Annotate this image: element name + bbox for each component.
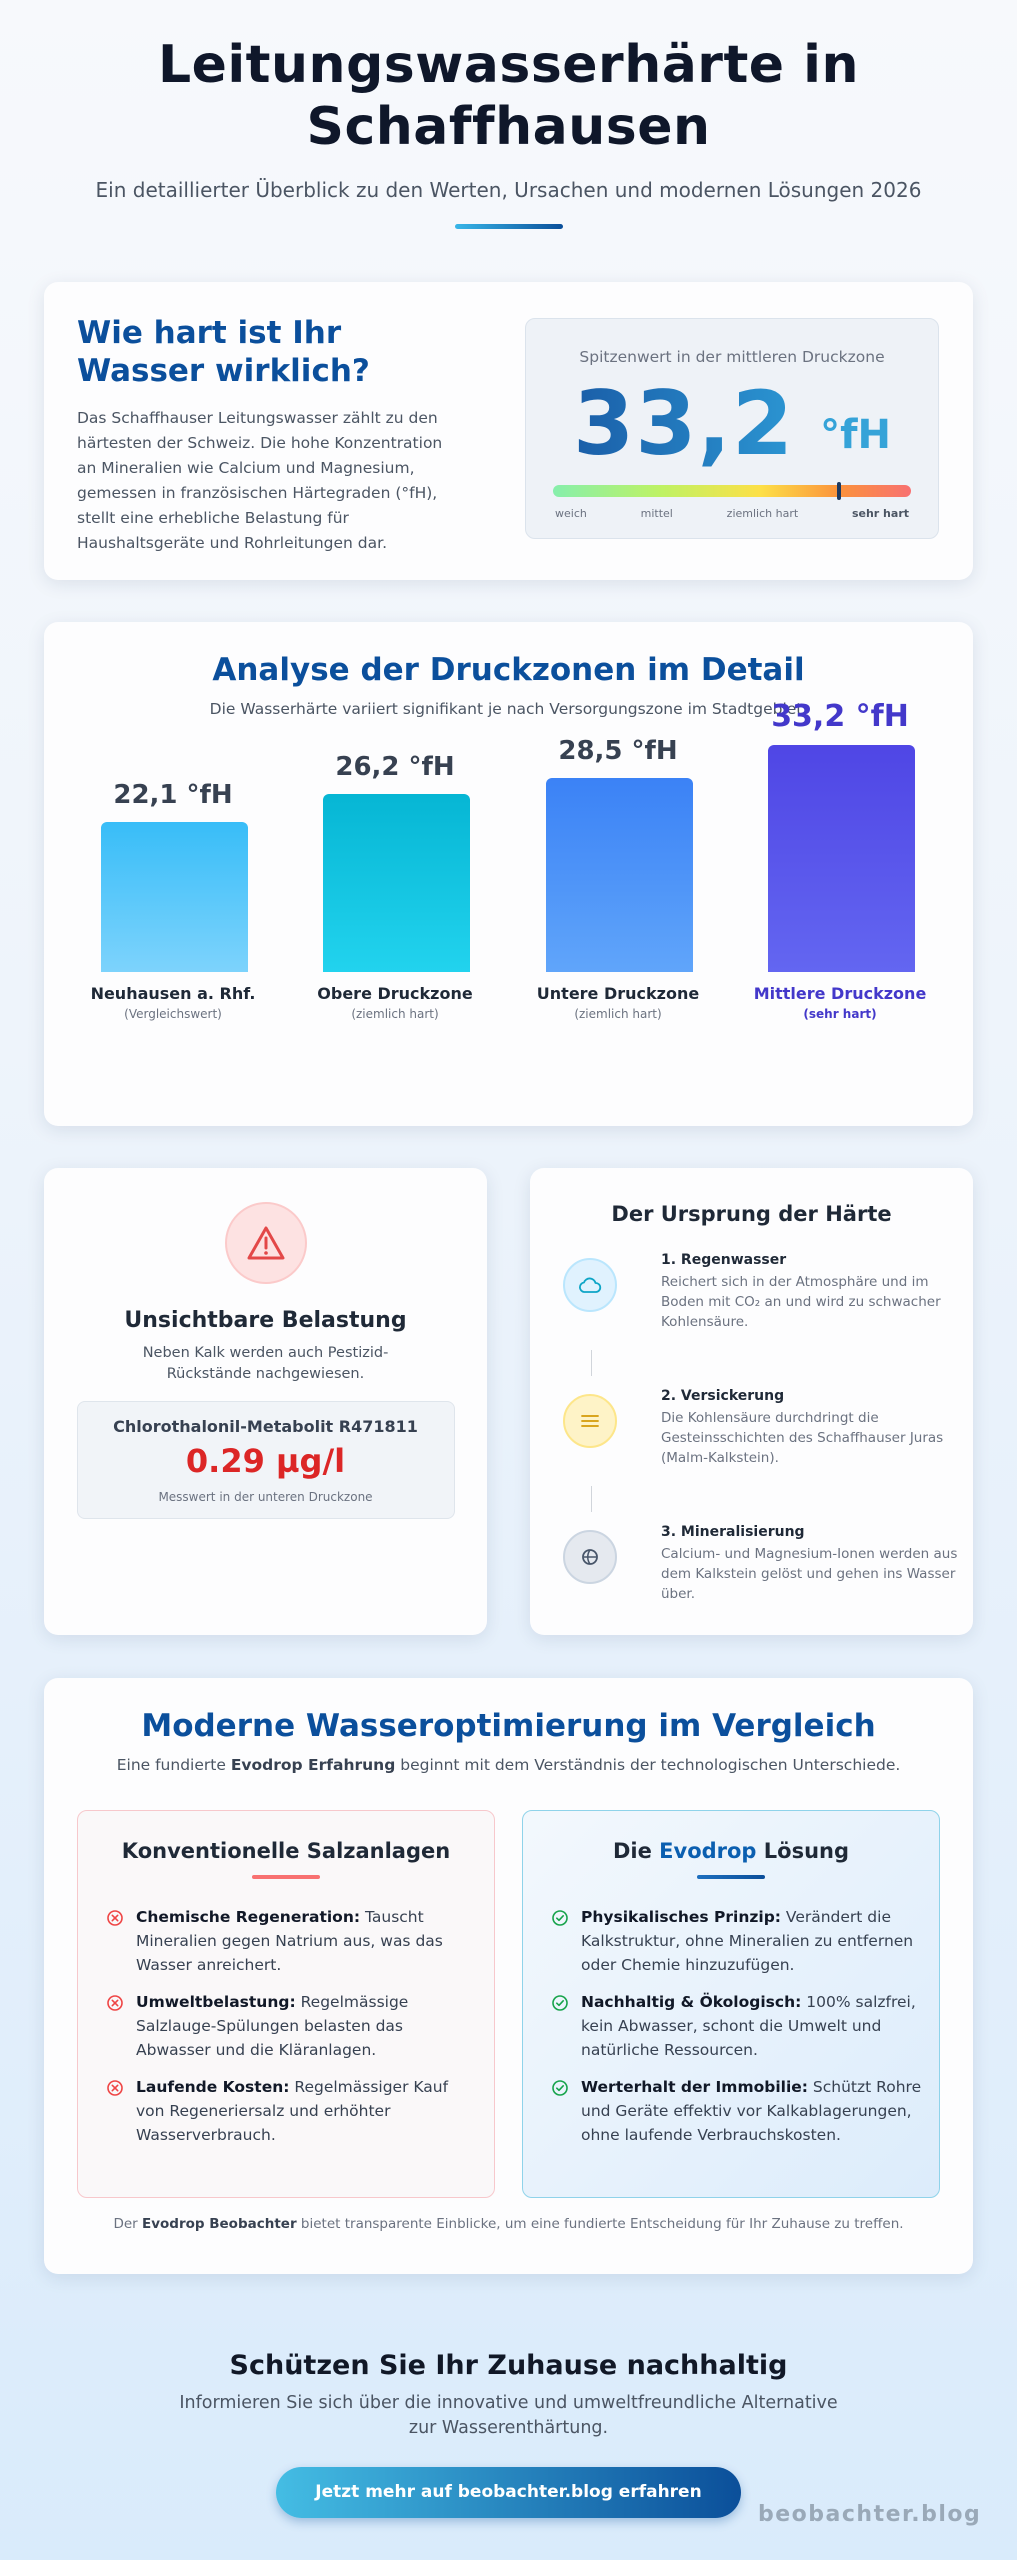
gauge-unit: °fH xyxy=(820,412,891,458)
compare-footer: Der Evodrop Beobachter bietet transparen… xyxy=(113,2216,904,2232)
title-divider xyxy=(454,224,563,229)
item-text: Verändert die Kalkstruktur, ohne Mineral… xyxy=(581,1908,914,1974)
salt-systems-title: Konventionelle Salzanlagen xyxy=(121,1839,451,1863)
step-connector xyxy=(591,1486,592,1512)
item-bold: Nachhaltig & Ökologisch: xyxy=(581,1993,802,2011)
layers-icon xyxy=(563,1394,617,1448)
gauge-tick-active: sehr hart xyxy=(851,507,909,520)
metric-value: 0.29 µg/l xyxy=(185,1442,346,1480)
bar-category-label: Obere Druckzone xyxy=(317,984,473,1003)
zone-bar xyxy=(101,822,248,972)
metric-note: Messwert in der unteren Druckzone xyxy=(158,1490,373,1504)
hardness-gauge: Spitzenwert in der mittleren Druckzone 3… xyxy=(525,318,939,539)
step-title: 1. Regenwasser xyxy=(661,1252,787,1268)
metric-label: Chlorothalonil-Metabolit R471811 xyxy=(113,1417,418,1436)
cloud-icon xyxy=(563,1258,617,1312)
item-text: 100% salzfrei, kein Abwasser, schont die… xyxy=(581,1993,916,2059)
bar-value-label: 28,5 °fH xyxy=(558,736,678,766)
origin-heading: Der Ursprung der Härte xyxy=(611,1202,892,1226)
zones-heading: Analyse der Druckzonen im Detail xyxy=(212,652,805,688)
watermark-logo: beobachter.blog xyxy=(758,2502,982,2527)
bar-note-label: (sehr hart) xyxy=(803,1007,877,1021)
gauge-tick: mittel xyxy=(640,507,673,520)
cta-button[interactable]: Jetzt mehr auf beobachter.blog erfahren xyxy=(276,2467,741,2518)
pesticide-burden-card: Unsichtbare Belastung Neben Kalk werden … xyxy=(44,1168,487,1635)
zones-subtitle: Die Wasserhärte variiert signifikant je … xyxy=(209,700,808,718)
gauge-tick: ziemlich hart xyxy=(726,507,799,520)
intro-heading: Wie hart ist Ihr Wasser wirklich? xyxy=(77,315,370,389)
measurement-box: Chlorothalonil-Metabolit R471811 0.29 µg… xyxy=(76,1401,455,1519)
item-bold: Physikalisches Prinzip: xyxy=(581,1908,781,1926)
check-circle-icon xyxy=(551,2079,569,2101)
step-text: Calcium- und Magnesium-Ionen werden aus … xyxy=(661,1546,958,1602)
cta-text: Informieren Sie sich über die innovative… xyxy=(179,2393,838,2438)
x-circle-icon xyxy=(106,1994,124,2016)
bar-note-label: (ziemlich hart) xyxy=(574,1007,662,1021)
step-title: 2. Versickerung xyxy=(661,1388,785,1404)
item-text: Tauscht Mineralien gegen Natrium aus, wa… xyxy=(136,1908,443,1974)
panel-divider xyxy=(697,1875,765,1879)
evodrop-title: Die Evodrop Lösung xyxy=(612,1839,850,1863)
hardness-intro-card: Wie hart ist Ihr Wasser wirklich? Das Sc… xyxy=(44,282,973,580)
burden-heading: Unsichtbare Belastung xyxy=(124,1308,407,1333)
gauge-ticks: weich mittel ziemlich hart sehr hart xyxy=(555,507,909,520)
hardness-origin-card: Der Ursprung der Härte 1. Regenwasser Re… xyxy=(530,1168,973,1635)
intro-text: Das Schaffhauser Leitungswasser zählt zu… xyxy=(77,409,443,552)
item-text: Regelmässiger Kauf von Regeneriersalz un… xyxy=(136,2078,449,2144)
evodrop-panel: Die Evodrop Lösung Physikalisches Prinzi… xyxy=(522,1810,940,2198)
item-bold: Chemische Regeneration: xyxy=(136,1908,361,1926)
page-subtitle: Ein detaillierter Überblick zu den Werte… xyxy=(95,178,922,202)
bar-value-label: 33,2 °fH xyxy=(771,699,909,734)
compare-subtitle-brand: Evodrop Erfahrung xyxy=(230,1756,396,1774)
x-circle-icon xyxy=(106,2079,124,2101)
step-text: Die Kohlensäure durchdringt die Gesteins… xyxy=(661,1410,944,1466)
pressure-zones-card: Analyse der Druckzonen im Detail Die Was… xyxy=(44,622,973,1126)
step-connector xyxy=(591,1350,592,1376)
gauge-label: Spitzenwert in der mittleren Druckzone xyxy=(579,348,885,366)
item-bold: Werterhalt der Immobilie: xyxy=(581,2078,808,2096)
zones-bar-chart: 22,1 °fH Neuhausen a. Rhf. (Vergleichswert… xyxy=(44,699,973,1112)
zone-bar xyxy=(323,794,470,972)
compare-subtitle: Eine fundierte Evodrop Erfahrung beginnt… xyxy=(116,1756,901,1774)
x-circle-icon xyxy=(106,1909,124,1931)
bar-value-label: 26,2 °fH xyxy=(335,752,455,782)
item-text: Regelmässige Salzlauge-Spülungen belaste… xyxy=(136,1993,409,2059)
panel-divider xyxy=(252,1875,320,1879)
check-circle-icon xyxy=(551,1909,569,1931)
bar-category-label: Neuhausen a. Rhf. xyxy=(90,984,256,1003)
burden-text: Neben Kalk werden auch Pestizid-Rückstän… xyxy=(142,1345,389,1382)
salt-systems-panel: Konventionelle Salzanlagen Chemische Reg… xyxy=(77,1810,495,2198)
item-bold: Laufende Kosten: xyxy=(136,2078,290,2096)
bar-category-label: Mittlere Druckzone xyxy=(753,984,927,1003)
bar-note-label: (Vergleichswert) xyxy=(124,1007,222,1021)
gauge-value: 33,2 xyxy=(572,372,795,475)
zone-bar-column: 33,2 °fH Mittlere Druckzone (sehr hart) xyxy=(711,699,933,1112)
step-title: 3. Mineralisierung xyxy=(661,1524,805,1540)
hero: Leitungswasserhärte in Schaffhausen Ein … xyxy=(0,0,1017,229)
bar-value-label: 22,1 °fH xyxy=(113,780,233,810)
bar-note-label: (ziemlich hart) xyxy=(351,1007,439,1021)
comparison-card: Moderne Wasseroptimierung im Vergleich E… xyxy=(44,1678,973,2274)
bar-category-label: Untere Druckzone xyxy=(536,984,700,1003)
zone-bar-column: 22,1 °fH Neuhausen a. Rhf. (Vergleichswert… xyxy=(44,752,266,1112)
warning-icon xyxy=(224,1202,307,1284)
check-circle-icon xyxy=(551,1994,569,2016)
item-bold: Umweltbelastung: xyxy=(136,1993,296,2011)
page-title: Leitungswasserhärte in Schaffhausen xyxy=(157,35,860,157)
zone-bar xyxy=(546,778,693,972)
gauge-marker xyxy=(837,482,842,500)
zone-bar-column: 26,2 °fH Obere Druckzone (ziemlich hart) xyxy=(266,752,488,1112)
cta-heading: Schützen Sie Ihr Zuhause nachhaltig xyxy=(229,2350,788,2381)
item-text: Schützt Rohre und Geräte effektiv vor Ka… xyxy=(581,2078,922,2144)
cta-section: Schützen Sie Ihr Zuhause nachhaltig Info… xyxy=(0,2350,1017,2518)
zone-bar xyxy=(768,745,915,972)
step-text: Reichert sich in der Atmosphäre und im B… xyxy=(661,1274,941,1330)
mineral-icon xyxy=(563,1530,617,1584)
compare-heading: Moderne Wasseroptimierung im Vergleich xyxy=(141,1708,876,1744)
zone-bar-column: 28,5 °fH Untere Druckzone (ziemlich hart) xyxy=(489,736,711,1112)
gauge-tick: weich xyxy=(555,507,587,520)
gauge-scale-bar xyxy=(553,482,911,500)
